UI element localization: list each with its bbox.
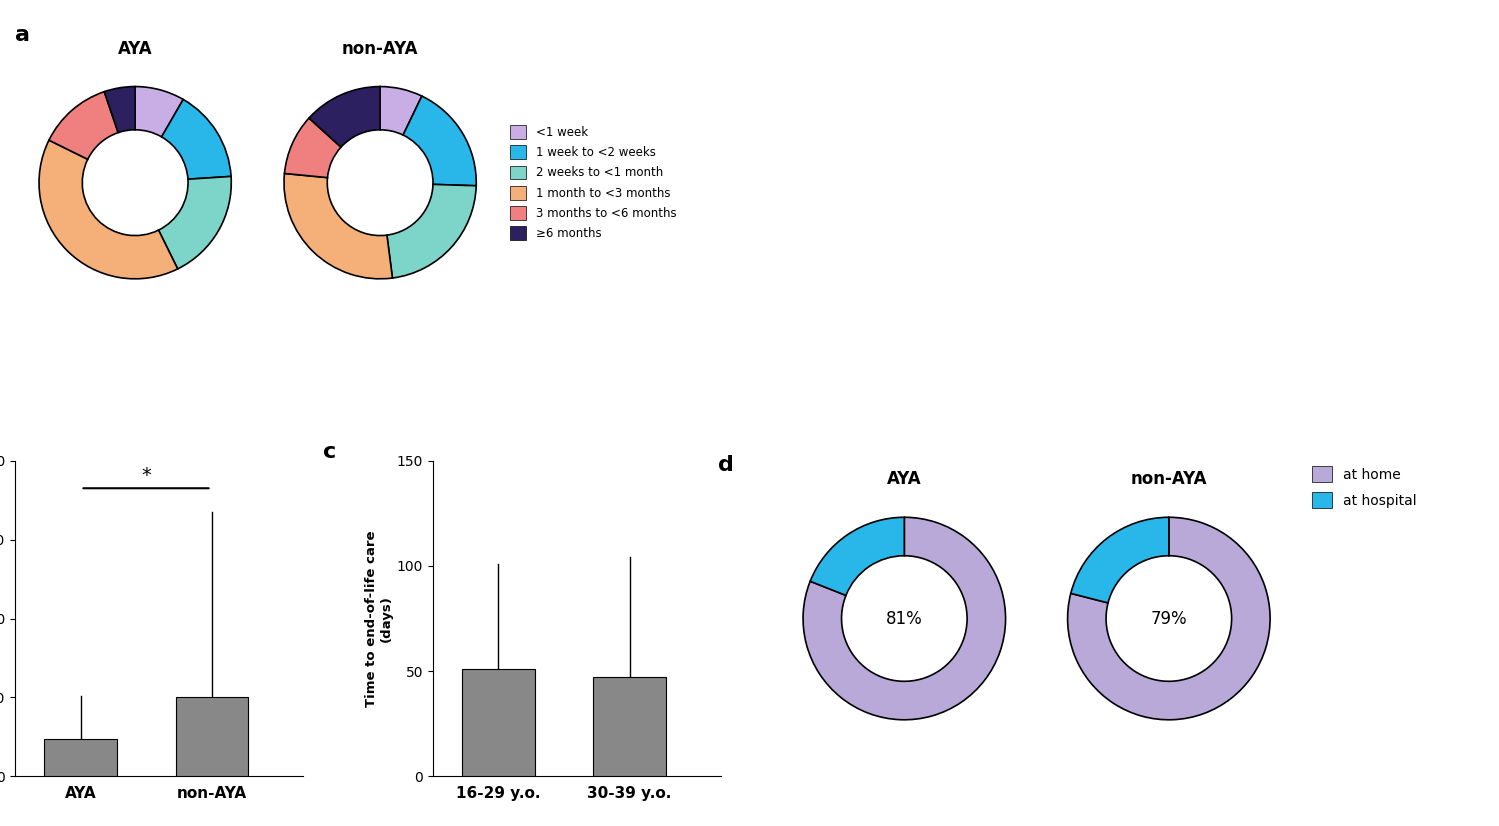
- Text: 79%: 79%: [1151, 610, 1187, 628]
- Bar: [45, 739, 117, 776]
- Wedge shape: [162, 99, 231, 179]
- Title: AYA: AYA: [887, 470, 922, 487]
- Wedge shape: [49, 92, 118, 159]
- Wedge shape: [39, 140, 178, 279]
- Legend: at home, at hospital: at home, at hospital: [1307, 461, 1423, 514]
- Wedge shape: [387, 184, 477, 278]
- Wedge shape: [381, 87, 421, 135]
- Wedge shape: [159, 177, 231, 269]
- Text: *: *: [141, 466, 151, 485]
- Bar: [594, 677, 666, 776]
- Text: a: a: [15, 25, 30, 45]
- Wedge shape: [1067, 517, 1270, 719]
- Wedge shape: [105, 87, 135, 133]
- Bar: [175, 697, 247, 776]
- Y-axis label: Time to end-of-life care
(days): Time to end-of-life care (days): [364, 530, 393, 707]
- Title: non-AYA: non-AYA: [342, 40, 418, 58]
- Wedge shape: [809, 517, 904, 596]
- Text: c: c: [324, 442, 337, 462]
- Wedge shape: [283, 173, 393, 279]
- Legend: <1 week, 1 week to <2 weeks, 2 weeks to <1 month, 1 month to <3 months, 3 months: <1 week, 1 week to <2 weeks, 2 weeks to …: [505, 121, 681, 244]
- Text: d: d: [718, 455, 733, 476]
- Wedge shape: [285, 118, 340, 178]
- Title: non-AYA: non-AYA: [1130, 470, 1207, 487]
- Bar: [463, 669, 535, 776]
- Wedge shape: [1070, 517, 1169, 603]
- Wedge shape: [803, 517, 1006, 719]
- Wedge shape: [309, 87, 381, 147]
- Wedge shape: [403, 96, 477, 186]
- Text: 81%: 81%: [886, 610, 923, 628]
- Wedge shape: [135, 87, 183, 137]
- Title: AYA: AYA: [118, 40, 153, 58]
